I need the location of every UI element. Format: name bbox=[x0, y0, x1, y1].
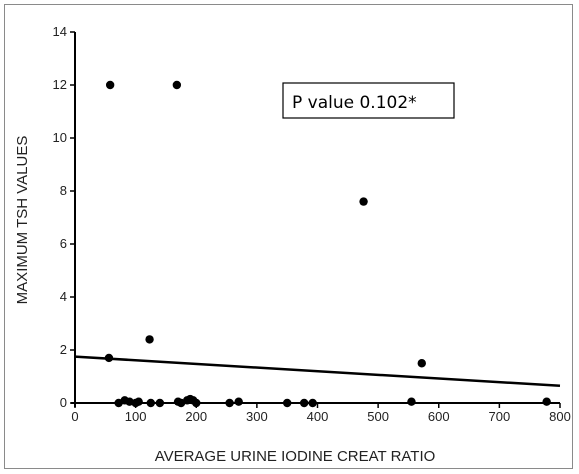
data-point bbox=[134, 397, 143, 406]
annotation-box bbox=[282, 82, 455, 119]
data-point bbox=[155, 398, 165, 408]
data-point bbox=[308, 398, 317, 408]
data-point bbox=[145, 335, 154, 344]
x-tick-label: 0 bbox=[71, 409, 78, 424]
y-tick-label: 10 bbox=[53, 130, 67, 145]
data-point bbox=[542, 397, 551, 406]
data-point bbox=[146, 398, 155, 408]
x-tick-label: 200 bbox=[185, 409, 207, 424]
data-point bbox=[104, 353, 114, 363]
y-tick-label: 6 bbox=[60, 236, 67, 251]
y-tick-label: 12 bbox=[53, 77, 67, 92]
data-point bbox=[282, 398, 292, 408]
data-point bbox=[299, 398, 309, 408]
y-tick-label: 4 bbox=[60, 289, 67, 304]
x-tick-label: 800 bbox=[549, 409, 571, 424]
x-axis-title: AVERAGE URINE IODINE CREAT RATIO bbox=[155, 448, 436, 465]
scatter-chart: 0 100 200 300 400 500 600 700 800 0 2 4 6 8 10 12 14 P v… bbox=[14, 24, 571, 465]
x-tick-label: 700 bbox=[489, 409, 511, 424]
x-tick-label: 500 bbox=[367, 409, 389, 424]
y-tick-label: 2 bbox=[60, 342, 67, 357]
annotation-text: P value 0.102* bbox=[292, 93, 417, 113]
y-axis-title: MAXIMUM TSH VALUES bbox=[14, 136, 31, 305]
p-value-annotation: P value 0.102* bbox=[282, 82, 455, 119]
data-point bbox=[192, 398, 201, 408]
data-point bbox=[417, 359, 426, 368]
y-tick-label: 8 bbox=[60, 183, 67, 198]
data-point bbox=[407, 397, 416, 406]
y-tick-label: 14 bbox=[53, 24, 67, 39]
data-point bbox=[105, 80, 115, 90]
trend-line bbox=[74, 355, 561, 388]
tick-labels: 0 100 200 300 400 500 600 700 800 0 2 4 6 8 10 12 14 bbox=[53, 24, 571, 424]
data-point bbox=[359, 197, 368, 206]
chart-frame: 0 100 200 300 400 500 600 700 800 0 2 4 6 8 10 12 14 P v… bbox=[4, 4, 573, 469]
x-tick-label: 400 bbox=[307, 409, 329, 424]
y-tick-label: 0 bbox=[60, 395, 67, 410]
x-tick-label: 100 bbox=[125, 409, 147, 424]
x-tick-label: 300 bbox=[246, 409, 268, 424]
x-tick-label: 600 bbox=[428, 409, 450, 424]
data-point bbox=[234, 397, 243, 406]
data-point bbox=[225, 398, 234, 408]
data-points bbox=[104, 80, 551, 408]
data-point bbox=[172, 80, 182, 90]
